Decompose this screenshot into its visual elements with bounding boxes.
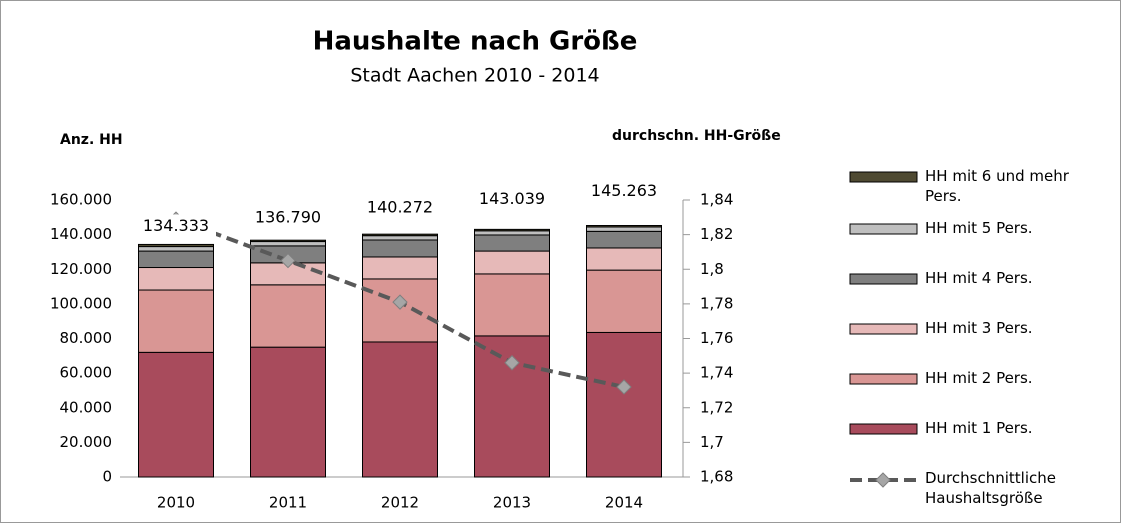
line-marker bbox=[392, 294, 408, 310]
y2-tick-label: 1,76 bbox=[700, 329, 733, 347]
total-label-box bbox=[360, 196, 440, 221]
total-label-box bbox=[136, 214, 216, 239]
bar-segment bbox=[474, 230, 550, 236]
y2-axis-title: durchschn. HH-Größe bbox=[612, 128, 781, 144]
bar-segment bbox=[138, 289, 214, 353]
bar-segment bbox=[250, 239, 326, 243]
bar-segment bbox=[362, 235, 438, 241]
legend-swatch bbox=[849, 273, 918, 285]
y2-tick-label: 1,78 bbox=[700, 294, 733, 312]
y-tick-label: 40.000 bbox=[60, 398, 113, 416]
bar-segment bbox=[362, 278, 438, 343]
x-tick-label: 2013 bbox=[493, 494, 531, 512]
bar-segment bbox=[138, 351, 214, 478]
total-label-box bbox=[472, 187, 552, 212]
y2-tick-label: 1,74 bbox=[700, 364, 733, 382]
bar-segment bbox=[586, 331, 662, 478]
bar-segment bbox=[250, 346, 326, 478]
bar-segment bbox=[250, 241, 326, 247]
legend-swatch bbox=[849, 373, 918, 385]
chart-subtitle: Stadt Aachen 2010 - 2014 bbox=[350, 65, 599, 87]
bar-segment bbox=[138, 250, 214, 269]
legend-label: HH mit 6 und mehr Pers. bbox=[925, 167, 1069, 205]
y2-tick-label: 1,7 bbox=[700, 433, 724, 451]
bar-segment bbox=[138, 246, 214, 252]
y-axis-title: Anz. HH bbox=[60, 132, 123, 148]
total-label: 145.263 bbox=[591, 181, 657, 200]
total-label: 134.333 bbox=[143, 216, 209, 235]
bar-segment bbox=[138, 243, 214, 248]
y-tick-label: 60.000 bbox=[60, 364, 113, 382]
total-label: 140.272 bbox=[367, 198, 433, 217]
bar-segment bbox=[586, 269, 662, 333]
y-tick-label: 160.000 bbox=[50, 191, 112, 209]
line-marker bbox=[504, 355, 520, 371]
legend-label: Durchschnittliche Haushaltsgröße bbox=[925, 469, 1056, 507]
total-label: 136.790 bbox=[255, 208, 321, 227]
bar-segment bbox=[362, 239, 438, 258]
y2-tick-label: 1,72 bbox=[700, 398, 733, 416]
legend-label: HH mit 4 Pers. bbox=[925, 269, 1033, 287]
legend-label: HH mit 3 Pers. bbox=[925, 319, 1033, 337]
legend-swatch bbox=[849, 223, 918, 235]
bar-segment bbox=[474, 273, 550, 337]
bar-segment bbox=[362, 256, 438, 280]
y2-tick-label: 1,84 bbox=[700, 191, 733, 209]
line-marker bbox=[616, 379, 632, 395]
bar-segment bbox=[138, 267, 214, 291]
legend-label: HH mit 2 Pers. bbox=[925, 369, 1033, 387]
line-marker bbox=[280, 252, 296, 269]
total-label-box bbox=[584, 179, 664, 204]
total-label-box bbox=[248, 206, 328, 231]
y-tick-label: 140.000 bbox=[50, 225, 112, 243]
bar-segment bbox=[474, 250, 550, 275]
y-tick-label: 120.000 bbox=[50, 260, 112, 278]
legend-swatch bbox=[849, 423, 918, 435]
bar-segment bbox=[362, 341, 438, 478]
y2-tick-label: 1,8 bbox=[700, 260, 724, 278]
y2-tick-label: 1,82 bbox=[700, 225, 733, 243]
x-tick-label: 2010 bbox=[157, 494, 195, 512]
legend-swatch bbox=[849, 323, 918, 335]
y-tick-label: 80.000 bbox=[60, 329, 113, 347]
bar-segment bbox=[474, 228, 550, 232]
bar-segment bbox=[586, 247, 662, 271]
y-tick-label: 100.000 bbox=[50, 294, 112, 312]
chart-title: Haushalte nach Größe bbox=[313, 27, 638, 57]
legend-label: HH mit 1 Pers. bbox=[925, 419, 1033, 437]
bar-segment bbox=[250, 284, 326, 348]
bar-segment bbox=[586, 226, 662, 232]
x-tick-label: 2011 bbox=[269, 494, 307, 512]
y-tick-label: 0 bbox=[102, 468, 112, 486]
y-tick-label: 20.000 bbox=[60, 433, 113, 451]
legend-swatch bbox=[849, 171, 918, 183]
bar-segment bbox=[474, 234, 550, 252]
bar-segment bbox=[586, 225, 662, 228]
legend-marker bbox=[875, 472, 891, 488]
x-tick-label: 2014 bbox=[605, 494, 643, 512]
bar-segment bbox=[586, 230, 662, 249]
bar-segment bbox=[362, 233, 438, 237]
total-label: 143.039 bbox=[479, 189, 545, 208]
x-tick-label: 2012 bbox=[381, 494, 419, 512]
y2-tick-label: 1,68 bbox=[700, 468, 733, 486]
legend-label: HH mit 5 Pers. bbox=[925, 219, 1033, 237]
